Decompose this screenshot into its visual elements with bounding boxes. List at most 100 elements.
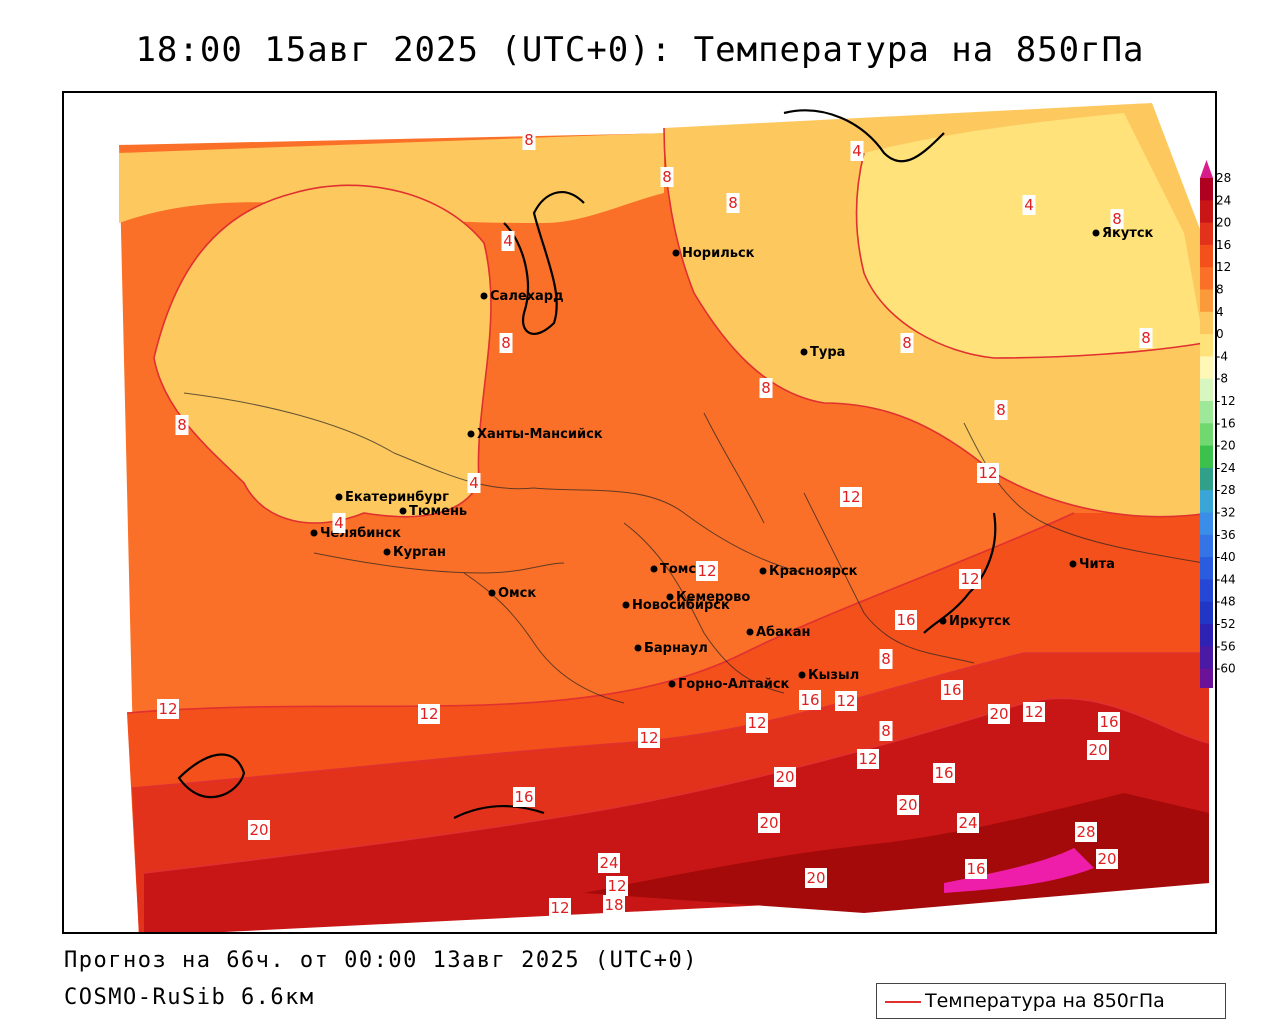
colorbar-tick-label: -60 xyxy=(1216,662,1236,676)
legend-line-swatch xyxy=(885,1001,921,1003)
isotherm-label-text: 8 xyxy=(1141,329,1151,347)
isotherm-label-box xyxy=(900,333,914,353)
isotherm-label-text: 16 xyxy=(942,681,961,699)
isotherm-label-box xyxy=(726,193,740,213)
isotherm-label: 12 xyxy=(418,704,440,724)
isotherm-label: 16 xyxy=(941,680,963,700)
lake-balkhash xyxy=(453,805,545,819)
coastline-yamal xyxy=(503,191,585,335)
isotherm-label: 12 xyxy=(977,463,999,483)
city-label: Челябинск xyxy=(320,526,401,541)
isotherm-label-box xyxy=(1022,195,1036,215)
isotherm-label-text: 16 xyxy=(1099,713,1118,731)
city-9: Курган xyxy=(383,545,446,560)
city-marker xyxy=(668,680,676,688)
city-marker xyxy=(399,507,407,515)
colorbar-segment xyxy=(1200,289,1213,313)
colorbar-tick-label: 24 xyxy=(1216,193,1231,207)
isotherm-label: 20 xyxy=(805,868,827,888)
isotherm-label-text: 8 xyxy=(996,401,1006,419)
city-10: Омск xyxy=(488,586,536,601)
city-7: Тюмень xyxy=(399,504,467,519)
isotherm-label-box xyxy=(977,463,999,483)
isotherm-label-box xyxy=(1087,740,1109,760)
city-label: Омск xyxy=(498,586,536,601)
colorbar-tick-label: -4 xyxy=(1216,349,1228,363)
coastlines xyxy=(177,109,997,819)
aral-sea xyxy=(177,753,246,799)
isotherm-label: 12 xyxy=(606,876,628,896)
band-0-4-east xyxy=(856,113,1204,358)
isotherm-label-text: 12 xyxy=(550,899,569,917)
colorbar-segment xyxy=(1200,467,1213,491)
colorbar-tick-label: 8 xyxy=(1216,283,1224,297)
isotherm-label: 12 xyxy=(746,713,768,733)
colorbar-tick-label: -8 xyxy=(1216,372,1228,386)
isotherm-label-text: 12 xyxy=(960,570,979,588)
colorbar-segment xyxy=(1200,311,1213,335)
isotherm-label: 4 xyxy=(1022,195,1036,215)
city-marker xyxy=(335,493,343,501)
isotherm-label-text: 8 xyxy=(524,131,534,149)
city-label: Барнаул xyxy=(644,641,708,656)
isotherm-label-text: 16 xyxy=(934,764,953,782)
colorbar-tick-label: 20 xyxy=(1216,216,1231,230)
temperature-field xyxy=(119,103,1209,932)
colorbar-segment xyxy=(1200,490,1213,513)
isotherm-label-box xyxy=(418,704,440,724)
city-marker xyxy=(1092,229,1100,237)
isotherm-label: 20 xyxy=(1087,740,1109,760)
isotherm-label: 8 xyxy=(660,167,674,187)
city-15: Барнаул xyxy=(634,641,708,656)
colorbar-tick-label: -28 xyxy=(1216,483,1236,497)
city-2: Якутск xyxy=(1092,226,1154,241)
map-canvas: Норильск Якутск Салехард Тура Ханты-Мансийск… xyxy=(119,103,1210,932)
colorbar-tick-label: -20 xyxy=(1216,439,1236,453)
colorbar-segment xyxy=(1200,534,1213,558)
city-16: Абакан xyxy=(746,625,811,640)
isotherm-label: 8 xyxy=(900,333,914,353)
isotherm-label-text: 8 xyxy=(761,379,771,397)
isotherm-label-box xyxy=(994,400,1008,420)
city-marker xyxy=(800,348,808,356)
isotherm-label: 16 xyxy=(513,787,535,807)
isotherm-label: 18 xyxy=(603,895,625,915)
isotherm-label-box xyxy=(959,569,981,589)
isotherm-label-box xyxy=(638,728,660,748)
city-marker xyxy=(672,249,680,257)
isotherm-label: 12 xyxy=(1023,702,1045,722)
band-4-8-north xyxy=(119,133,664,223)
isotherm-label-box xyxy=(840,487,862,507)
isotherm-label-box xyxy=(857,749,879,769)
isotherm-label-text: 20 xyxy=(806,869,825,887)
city-marker xyxy=(467,430,475,438)
city-13: Кемерово xyxy=(666,590,750,605)
city-19: Иркутск xyxy=(939,614,1011,629)
city-label: Иркутск xyxy=(949,614,1011,629)
city-label: Ханты-Мансийск xyxy=(477,427,603,442)
legend: Температура на 850гПа xyxy=(876,983,1226,1019)
isotherm-label-text: 12 xyxy=(158,700,177,718)
isotherm-label: 16 xyxy=(1098,712,1120,732)
isotherm-label-text: 24 xyxy=(599,854,618,872)
isotherm-label-box xyxy=(1098,712,1120,732)
colorbar-tick-label: 4 xyxy=(1216,305,1224,319)
isotherm-label: 12 xyxy=(157,699,179,719)
isotherm-label-text: 4 xyxy=(852,142,862,160)
isotherm-label: 4 xyxy=(467,473,481,493)
colorbar-segment xyxy=(1200,512,1213,536)
isotherm-label-box xyxy=(835,691,857,711)
isotherm-label-text: 12 xyxy=(841,488,860,506)
isotherm-label: 20 xyxy=(758,813,780,833)
city-12: Томск xyxy=(650,562,705,577)
color-scale: 28 24 20 16 12 8 4 0 -4 -8 -12 -16 -20 -24 -28 -32 -36 -4… xyxy=(1200,160,1236,688)
colorbar-top-arrow xyxy=(1200,160,1213,178)
model-name: COSMO-RuSib 6.6км xyxy=(64,985,315,1010)
isotherm-label: 12 xyxy=(959,569,981,589)
isotherm-label: 24 xyxy=(598,853,620,873)
city-label: Салехард xyxy=(490,289,564,304)
colorbar-tick-label: 16 xyxy=(1216,238,1231,252)
isotherm-label: 12 xyxy=(835,691,857,711)
isotherm-label: 12 xyxy=(696,561,718,581)
